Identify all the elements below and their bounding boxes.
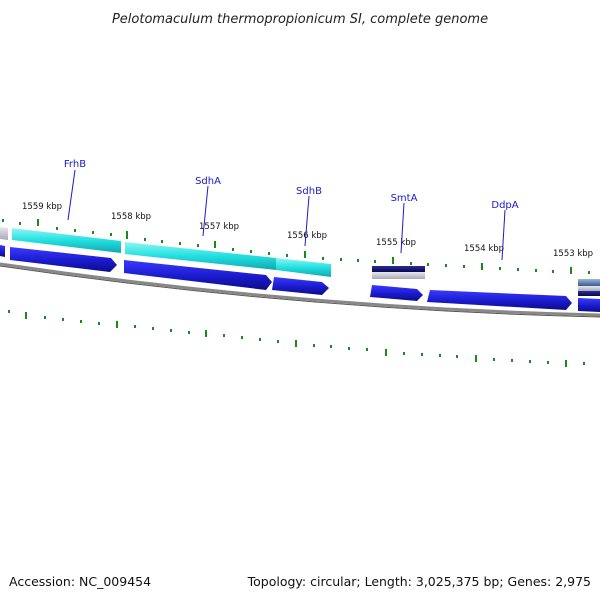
reverse-strand-features xyxy=(0,245,600,312)
scale-ticks-lower xyxy=(8,310,585,367)
gene-label-ddpa: DdpA xyxy=(491,200,518,211)
gene-label-leader xyxy=(304,195,310,247)
kbp-label: 1555 kbp xyxy=(376,238,416,248)
gene-feature-blue-4 xyxy=(370,285,423,301)
genome-backbone-shadow xyxy=(0,265,600,318)
gene-label-sdhb: SdhB xyxy=(296,186,322,197)
gene-feature-blue-3 xyxy=(272,277,329,295)
gene-label-leader xyxy=(67,169,76,221)
gene-label-leader xyxy=(400,202,405,254)
gene-feature-right-grey xyxy=(578,286,600,291)
gene-feature-blue-5 xyxy=(427,290,572,310)
gene-labels: FrhB SdhA SdhB SmtA DdpA xyxy=(64,159,519,261)
gene-feature-right-steel xyxy=(578,279,600,286)
gene-feature-sdhb xyxy=(276,258,331,277)
genome-summary-text: Topology: circular; Length: 3,025,375 bp… xyxy=(247,574,591,589)
gene-label-sdha: SdhA xyxy=(195,176,221,187)
gene-feature-sdha xyxy=(125,242,276,270)
gene-feature-frhb xyxy=(12,228,121,253)
gene-label-frhb: FrhB xyxy=(64,159,86,170)
gene-feature-smta-grey xyxy=(372,272,425,279)
scale-ticks-upper xyxy=(2,219,590,274)
gene-label-leader xyxy=(501,209,506,261)
genome-backbone xyxy=(0,262,600,317)
gene-label-smta: SmtA xyxy=(391,193,418,204)
gene-feature-blue-2 xyxy=(124,260,272,290)
kbp-label: 1559 kbp xyxy=(22,202,62,212)
kbp-label: 1558 kbp xyxy=(111,212,151,222)
gene-label-leader xyxy=(202,185,209,237)
gene-feature-blue-6 xyxy=(578,298,600,312)
kbp-label: 1554 kbp xyxy=(464,244,504,254)
accession-text: Accession: NC_009454 xyxy=(9,574,151,589)
gene-feature-smta-top xyxy=(372,266,425,272)
kbp-label: 1557 kbp xyxy=(199,222,239,232)
forward-strand-features xyxy=(0,227,600,296)
map-title: Pelotomaculum thermopropionicum SI, comp… xyxy=(112,12,488,27)
gene-feature-blue-left-edge xyxy=(0,245,5,257)
kbp-labels: 1559 kbp 1558 kbp 1557 kbp 1556 kbp 1555… xyxy=(22,202,593,259)
gene-feature-blue-1 xyxy=(10,247,117,272)
kbp-label: 1556 kbp xyxy=(287,231,327,241)
gene-feature-grey-left xyxy=(0,227,8,240)
kbp-label: 1553 kbp xyxy=(553,249,593,259)
gene-feature-right-navy xyxy=(578,291,600,296)
